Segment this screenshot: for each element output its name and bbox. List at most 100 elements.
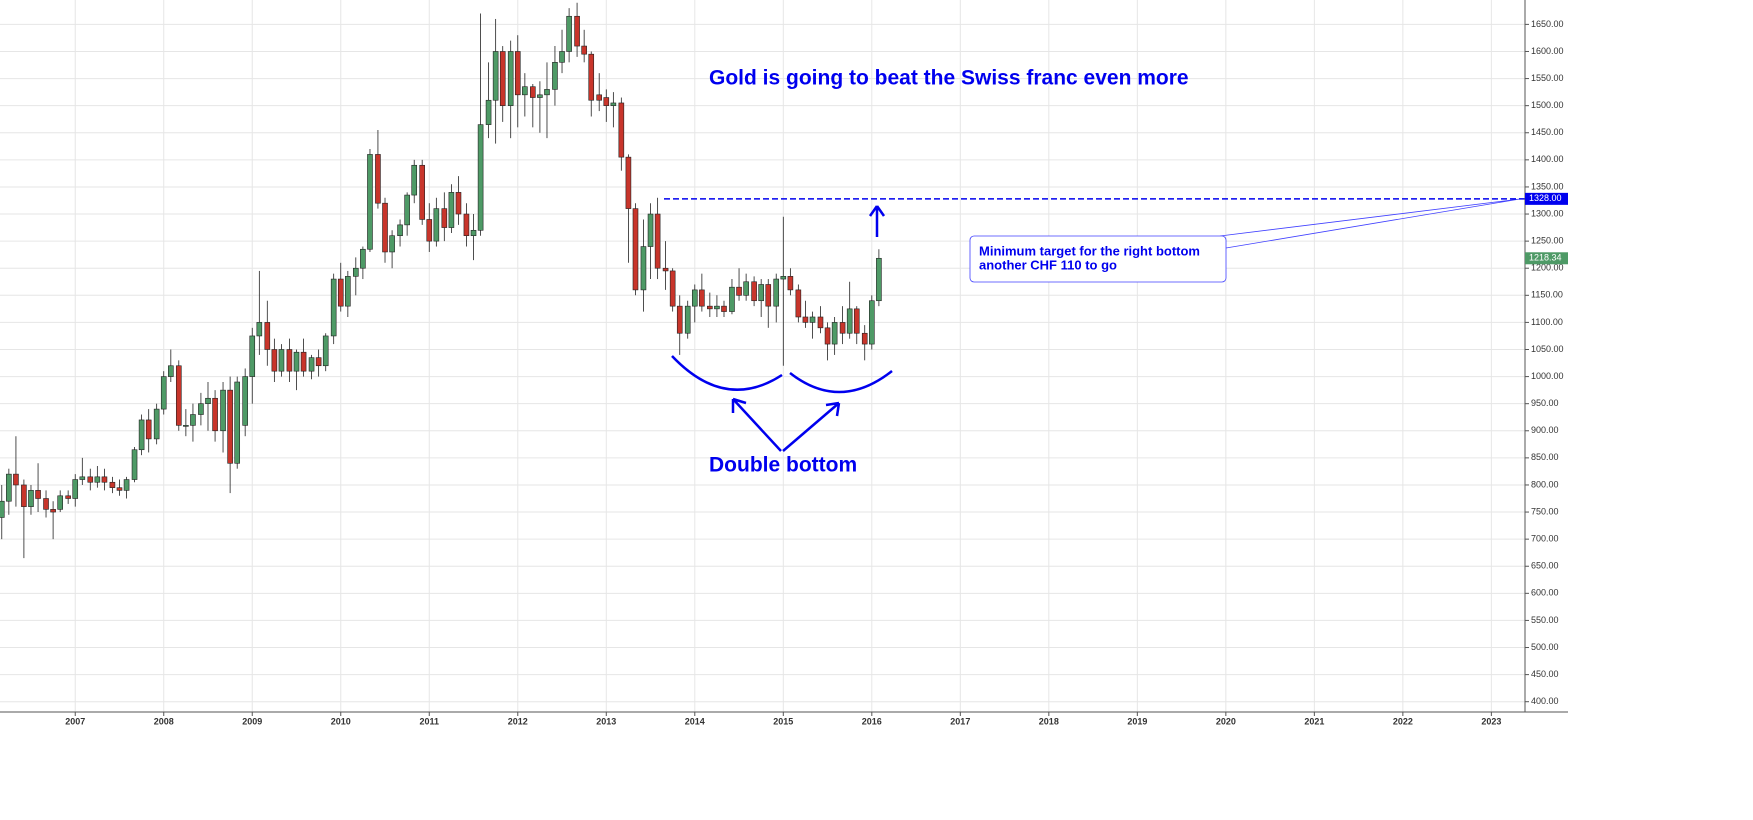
candle-body [367,154,373,250]
x-tick-label: 2009 [242,716,262,726]
y-tick-label: 500.00 [1531,642,1559,652]
target-price-box [1525,192,1568,205]
candle-body [470,229,477,237]
candle-body [463,213,470,237]
candle-body [249,335,256,377]
candle-body [72,479,79,499]
candle-body [101,476,108,483]
y-tick-label: 1150.00 [1531,290,1563,300]
y-tick-label: 1500.00 [1531,100,1564,110]
y-tick-label: 1350.00 [1531,181,1564,191]
candle-body [691,289,698,307]
candle-body [574,15,580,47]
candle-body [109,481,116,488]
candle-body [389,235,395,253]
candle-body [610,102,617,106]
candle-body [596,94,603,101]
candle-body [411,164,418,196]
candle-body [153,408,160,440]
candle-body [145,419,152,440]
arrow-left [731,397,782,452]
candle-body [566,15,572,52]
candle-body [382,202,388,253]
y-tick-label: 1600.00 [1531,46,1564,56]
last-price-box [1525,252,1568,265]
candle-body [433,208,440,242]
candle-body [330,278,337,337]
candle-body [353,267,359,277]
candle-body [581,45,587,55]
right-bottom-arc [789,370,893,394]
candle-body [618,102,625,158]
candle-body [861,332,868,345]
candle-body [477,124,484,231]
candle-body [131,449,138,480]
candle-body [168,365,174,377]
candle-body [205,397,211,404]
y-tick-label: 1200.00 [1531,263,1564,273]
candle-body [647,213,654,247]
candle-body [699,289,705,307]
candle-body [426,219,433,242]
candle-body [853,308,860,334]
candle-body [758,284,764,302]
candle-body [57,495,63,510]
y-tick-label: 1650.00 [1531,19,1564,29]
candle-body [676,305,683,334]
candle-body [21,484,27,507]
candle-body [441,208,448,228]
candle-body [397,224,403,237]
candle-body [684,305,691,334]
candle-body [662,267,669,272]
candle-body [315,357,322,367]
x-tick-label: 2007 [65,716,85,726]
candle-body [160,376,167,410]
candle-body [123,479,130,491]
candle-body [190,414,196,426]
candle-body [198,403,204,415]
candle-body [773,278,780,307]
candle-body [28,490,34,507]
candle-body [876,257,882,302]
callout-pointer [1219,198,1521,249]
grid [0,0,1525,712]
x-tick-label: 2019 [1127,716,1147,726]
candle-body [824,327,831,345]
candle-body [869,300,875,345]
y-tick-label: 800.00 [1531,479,1559,489]
candle-body [839,322,846,334]
left-bottom-arc [671,355,783,391]
candle-body [514,51,521,96]
candle-body [138,419,145,451]
axes: 400.00 450.00 500.00 550.00 600.00 650.00 700.… [0,0,1568,726]
x-tick-label: 2015 [773,716,793,726]
candle-body [765,284,772,307]
callout-line: Minimum target for the right bottom [979,243,1200,258]
x-tick-label: 2016 [862,716,882,726]
candle-body [175,365,182,426]
x-tick-label: 2010 [331,716,351,726]
x-tick-label: 2011 [420,716,440,726]
candle-body [537,94,543,98]
candle-body [499,51,506,106]
candle-body [654,213,661,269]
y-tick-label: 1300.00 [1531,208,1564,218]
candle-body [625,156,632,209]
candle-body [669,270,676,307]
candle-body [308,357,315,372]
y-tick-label: 600.00 [1531,588,1559,598]
candle-body [345,276,351,307]
candle-body [322,335,329,367]
candle-body [448,192,455,228]
candle-body [455,192,462,215]
y-tick-label: 850.00 [1531,452,1559,462]
candle-body [640,246,647,291]
y-tick-label: 950.00 [1531,398,1559,408]
candle-body [286,349,293,372]
candle-body [780,276,787,280]
x-tick-label: 2008 [154,716,174,726]
candle-body [35,490,41,499]
candle-body [552,62,558,90]
